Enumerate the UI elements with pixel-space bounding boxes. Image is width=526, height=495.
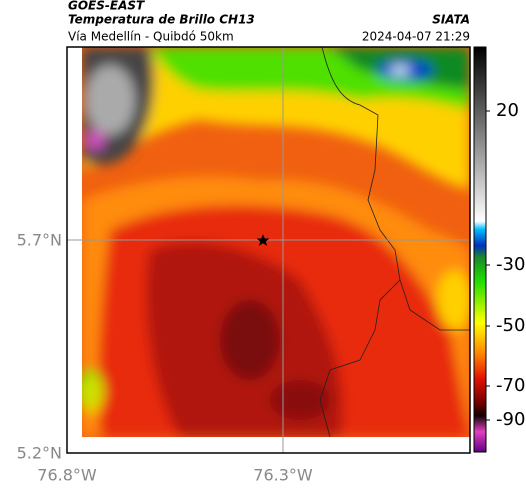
colorbar-tick-label: -90 [496, 409, 525, 430]
map-frame [66, 46, 471, 454]
brightness-field [82, 47, 470, 437]
subtitle: Vía Medellín - Quibdó 50km [68, 30, 234, 44]
colorbar-tick-label: -50 [496, 315, 525, 336]
colorbar [473, 46, 487, 453]
city-marker [256, 234, 270, 246]
agency: SIATA [432, 13, 470, 27]
source: GOES-EAST [68, 0, 145, 13]
lat-label: 5.7°N [17, 231, 62, 250]
colorbar-tick-label: -70 [496, 375, 525, 396]
colorbar-tick-label: 20 [496, 100, 519, 121]
lon-label: 76.3°W [253, 466, 313, 485]
timestamp: 2024-04-07 21:29 [362, 30, 470, 44]
lat-label: 5.2°N [17, 444, 62, 463]
colorbar-tick-label: -30 [496, 254, 525, 275]
lon-label: 76.8°W [37, 466, 97, 485]
title: Temperatura de Brillo CH13 [68, 13, 255, 27]
